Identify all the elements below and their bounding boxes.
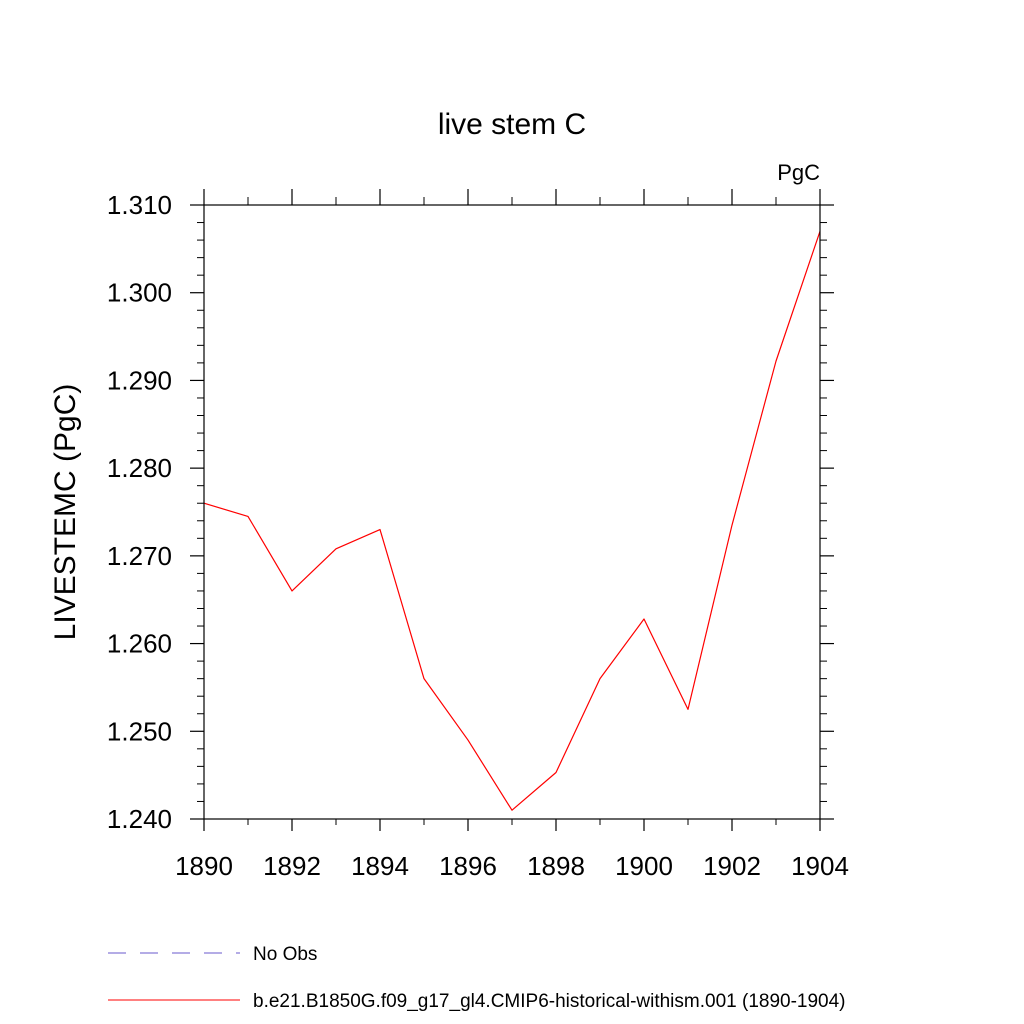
legend-label-model-run: b.e21.B1850G.f09_g17_gl4.CMIP6-historica… (253, 991, 846, 1012)
series-line-0 (203, 231, 821, 811)
x-tick-label: 1890 (175, 851, 233, 881)
units-label: PgC (777, 160, 820, 185)
series-layer (203, 231, 821, 811)
legend: No Obs b.e21.B1850G.f09_g17_gl4.CMIP6-hi… (108, 944, 846, 1012)
y-tick-label: 1.250 (107, 716, 172, 746)
y-tick-label: 1.290 (107, 365, 172, 395)
y-tick-label: 1.270 (107, 541, 172, 571)
x-tick-label: 1896 (439, 851, 497, 881)
y-tick-label: 1.300 (107, 278, 172, 308)
y-tick-label: 1.280 (107, 453, 172, 483)
plot-frame (203, 204, 821, 820)
x-tick-label: 1898 (527, 851, 585, 881)
x-tick-label: 1892 (263, 851, 321, 881)
chart-title: live stem C (438, 108, 586, 141)
y-tick-label: 1.240 (107, 804, 172, 834)
x-tick-label: 1904 (791, 851, 849, 881)
y-tick-label: 1.310 (107, 190, 172, 220)
x-tick-label: 1894 (351, 851, 409, 881)
x-tick-label: 1902 (703, 851, 761, 881)
legend-label-no-obs: No Obs (253, 944, 317, 965)
x-tick-label: 1900 (615, 851, 673, 881)
x-tick-labels: 1890 1892 1894 1896 1898 1900 1902 1904 (175, 851, 849, 881)
axis-ticks (190, 189, 834, 831)
y-tick-labels: 1.240 1.250 1.260 1.270 1.280 1.290 1.300 1.310 (107, 190, 172, 834)
y-tick-label: 1.260 (107, 629, 172, 659)
y-axis-label: LIVESTEMC (PgC) (49, 384, 82, 641)
